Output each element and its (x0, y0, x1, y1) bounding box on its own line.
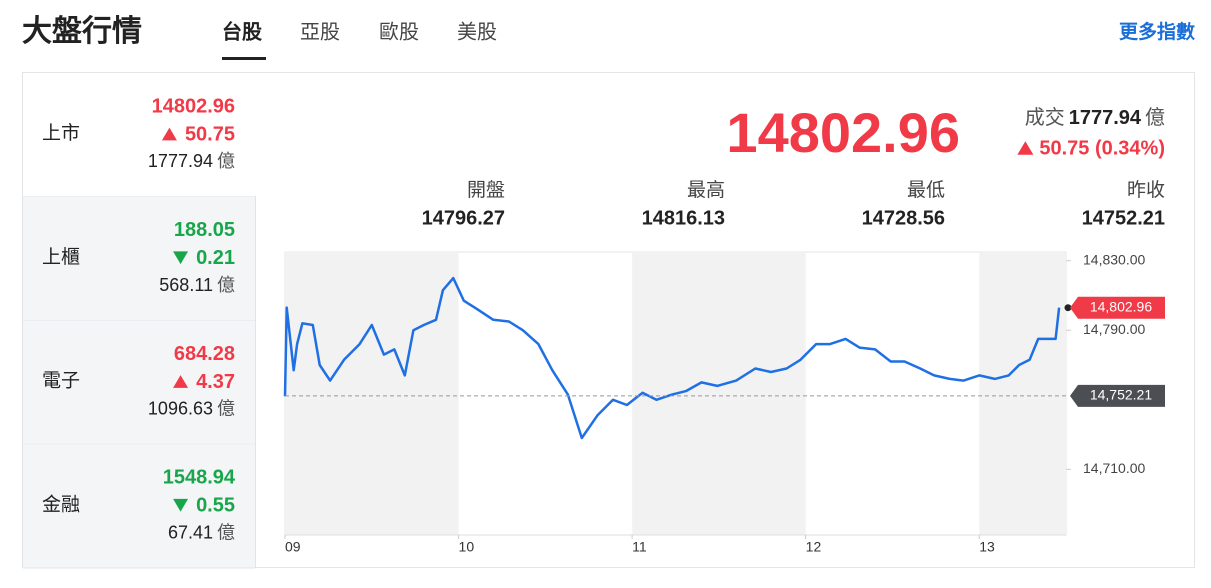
panel-frame (22, 72, 1195, 568)
index-volume: 1096.63 億 (148, 398, 235, 418)
index-volume: 1777.94 億 (148, 151, 235, 171)
volume-value: 67.41 (168, 522, 213, 542)
stat-label: 開盤 (467, 179, 505, 201)
change-arrow (173, 375, 189, 388)
price-tag (1070, 296, 1165, 319)
index-row-bg (23, 196, 255, 321)
y-tick-label: 14,790.00 (1083, 321, 1145, 337)
stat-value: 14728.56 (862, 207, 945, 229)
session-band (632, 252, 806, 535)
change-arrow (173, 251, 189, 265)
volume-value: 1777.94 (148, 151, 213, 171)
volume-unit: 億 (217, 151, 235, 171)
y-tick-label: 14,830.00 (1083, 251, 1145, 267)
index-change: 0.21 (196, 247, 235, 269)
stat-value: 14752.21 (1082, 207, 1165, 229)
volume-label: 成交 (1025, 106, 1065, 129)
volume-unit: 億 (1145, 106, 1165, 129)
quote-change: 50.75 (0.34%) (1039, 137, 1165, 159)
volume-unit: 億 (217, 398, 235, 418)
more-link[interactable]: 更多指數 (1119, 20, 1195, 43)
index-name[interactable]: 電子 (42, 371, 80, 392)
tab[interactable]: 亞股 (300, 21, 340, 43)
x-tick-label: 12 (806, 539, 822, 555)
index-price: 1548.94 (163, 467, 236, 489)
index-price: 14802.96 (152, 95, 235, 117)
stat-label: 最低 (907, 179, 945, 201)
x-tick-label: 13 (979, 539, 995, 555)
index-price: 684.28 (174, 343, 235, 365)
tab[interactable]: 歐股 (379, 20, 419, 43)
x-tick-label: 09 (285, 539, 301, 555)
session-band (979, 252, 1066, 535)
volume-unit: 億 (217, 522, 235, 542)
volume-value: 568.11 (159, 275, 213, 295)
index-volume: 568.11 億 (159, 275, 235, 295)
change-arrow (173, 498, 189, 512)
x-tick-label: 10 (459, 539, 475, 555)
volume-unit: 億 (217, 275, 235, 295)
tab[interactable]: 美股 (457, 20, 497, 43)
session-band (285, 252, 459, 535)
stat-label: 最高 (687, 179, 725, 201)
index-change: 0.55 (196, 495, 235, 517)
price-line (283, 276, 1061, 440)
index-name[interactable]: 上市 (42, 122, 80, 144)
index-name[interactable]: 金融 (42, 493, 80, 515)
y-tick-label: 14,710.00 (1083, 460, 1145, 476)
price-tag-label: 14,802.96 (1090, 298, 1152, 314)
change-arrow (1017, 141, 1034, 155)
change-arrow (161, 127, 177, 141)
quote-price: 14802.96 (726, 101, 960, 164)
index-change: 4.37 (196, 371, 235, 393)
widget-title: 大盤行情 (22, 15, 142, 48)
volume-value: 1777.94 (1069, 107, 1142, 129)
index-change: 50.75 (185, 123, 235, 145)
volume-value: 1096.63 (148, 398, 213, 418)
quote-volume: 成交 1777.94 億 (1025, 106, 1165, 129)
tab[interactable]: 台股 (222, 19, 262, 43)
stat-label: 昨收 (1127, 179, 1165, 201)
index-price: 188.05 (174, 219, 235, 241)
index-row-bg (23, 320, 255, 445)
x-tick-label: 11 (632, 539, 647, 555)
last-price-dot (1064, 304, 1072, 312)
price-tag (1070, 384, 1165, 407)
index-name[interactable]: 上櫃 (42, 246, 80, 268)
stat-value: 14816.13 (642, 207, 725, 229)
index-volume: 67.41 億 (168, 522, 235, 542)
index-row-bg (23, 444, 255, 568)
price-tag-label: 14,752.21 (1090, 387, 1152, 403)
stat-value: 14796.27 (422, 207, 505, 229)
